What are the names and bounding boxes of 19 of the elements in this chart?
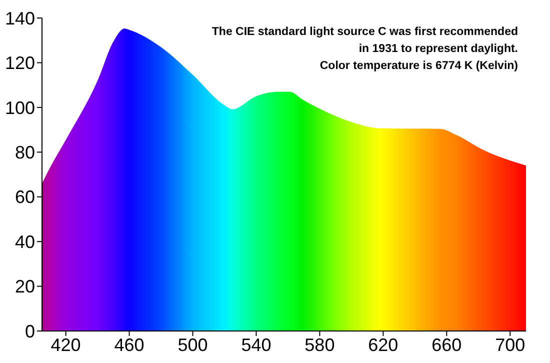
y-tick-label: 100 xyxy=(4,98,35,118)
y-tick-label: 60 xyxy=(14,187,35,208)
y-tick-label: 0 xyxy=(24,321,35,342)
annotation: in 1931 to represent daylight. xyxy=(358,42,518,57)
x-tick-label: 500 xyxy=(178,334,208,355)
y-tick-label: 140 xyxy=(4,8,35,28)
y-tick-label: 40 xyxy=(14,232,35,252)
y-tick-label: 120 xyxy=(4,53,35,74)
y-tick-label: 20 xyxy=(14,276,35,297)
x-tick-label: 540 xyxy=(241,334,272,355)
x-tick-label: 620 xyxy=(368,334,398,355)
x-tick-label: 580 xyxy=(304,334,335,355)
y-tick-label: 80 xyxy=(14,142,35,163)
x-tick-label: 660 xyxy=(432,334,462,355)
x-tick-label: 460 xyxy=(114,334,144,355)
annotation: Color temperature is 6774 K (Kelvin) xyxy=(318,59,518,74)
x-tick-label: 700 xyxy=(495,334,526,355)
annotation: The CIE standard light source C was first recommended xyxy=(212,25,518,40)
x-tick-label: 420 xyxy=(50,334,81,355)
